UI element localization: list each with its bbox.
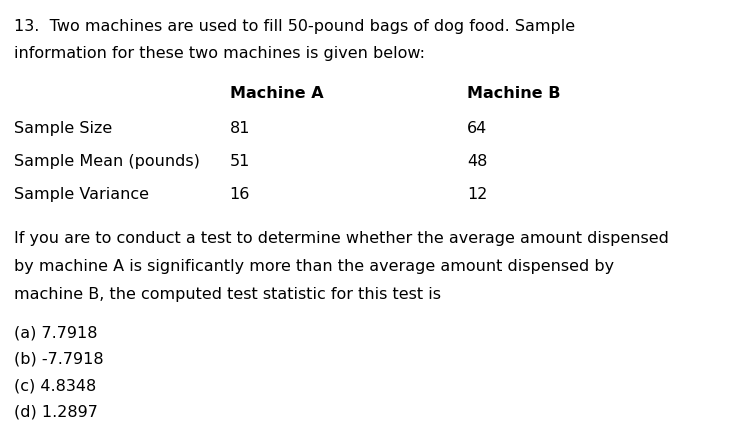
- Text: 81: 81: [230, 121, 250, 136]
- Text: Sample Size: Sample Size: [14, 121, 111, 136]
- Text: 16: 16: [230, 187, 250, 202]
- Text: (b) -7.7918: (b) -7.7918: [14, 352, 103, 367]
- Text: Sample Mean (pounds): Sample Mean (pounds): [14, 154, 200, 169]
- Text: 13.  Two machines are used to fill 50-pound bags of dog food. Sample: 13. Two machines are used to fill 50-pou…: [14, 19, 575, 34]
- Text: Machine A: Machine A: [230, 86, 323, 101]
- Text: If you are to conduct a test to determine whether the average amount dispensed: If you are to conduct a test to determin…: [14, 231, 669, 246]
- Text: (d) 1.2897: (d) 1.2897: [14, 405, 97, 420]
- Text: (a) 7.7918: (a) 7.7918: [14, 325, 97, 340]
- Text: information for these two machines is given below:: information for these two machines is gi…: [14, 46, 425, 61]
- Text: Machine B: Machine B: [467, 86, 560, 101]
- Text: machine B, the computed test statistic for this test is: machine B, the computed test statistic f…: [14, 287, 441, 302]
- Text: 12: 12: [467, 187, 487, 202]
- Text: by machine A is significantly more than the average amount dispensed by: by machine A is significantly more than …: [14, 259, 614, 274]
- Text: Sample Variance: Sample Variance: [14, 187, 148, 202]
- Text: 48: 48: [467, 154, 487, 169]
- Text: 51: 51: [230, 154, 250, 169]
- Text: 64: 64: [467, 121, 487, 136]
- Text: (c) 4.8348: (c) 4.8348: [14, 378, 96, 393]
